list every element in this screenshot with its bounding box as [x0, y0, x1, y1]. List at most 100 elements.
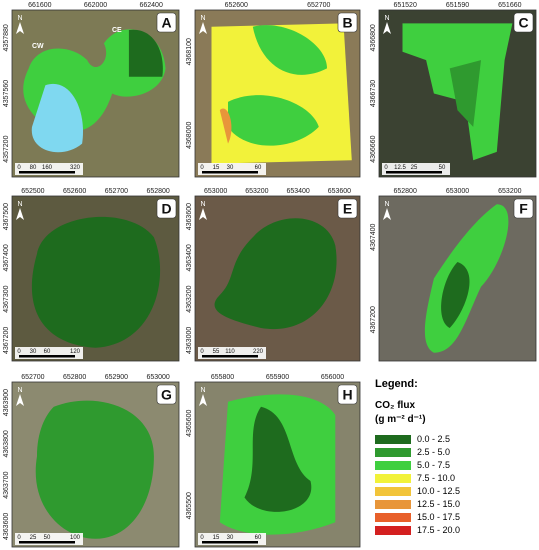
legend-label: 12.5 - 15.0: [417, 499, 461, 509]
scale-label: 25: [411, 165, 418, 171]
y-tick-label: 4357560: [3, 80, 10, 107]
scale-label: 0: [384, 165, 388, 171]
site-label: CW: [32, 43, 44, 50]
y-tick-label: 4367400: [3, 244, 10, 271]
legend-swatch: [375, 486, 411, 496]
legend-swatch: [375, 512, 411, 522]
legend-swatch: [375, 447, 411, 457]
x-tick-label: 651590: [446, 2, 469, 9]
scale-label: 50: [44, 535, 51, 541]
scale-label: 15: [213, 165, 220, 171]
scale-label: 110: [225, 349, 235, 355]
north-label: N: [17, 387, 22, 394]
y-tick-label: 4367200: [370, 306, 377, 333]
scale-label: 0: [200, 165, 204, 171]
y-tick-label: 4366660: [370, 135, 377, 162]
legend-swatch: [375, 499, 411, 509]
letter-badge: [156, 384, 177, 405]
map-panel: 652800 653000 653200 4367400 4367200 F N: [370, 188, 537, 362]
north-label: N: [200, 201, 205, 208]
x-tick-label: 653000: [204, 188, 227, 195]
scale-label: 15: [213, 535, 220, 541]
x-tick-label: 652800: [146, 188, 169, 195]
legend-label: 5.0 - 7.5: [417, 460, 451, 470]
scale-bar: [386, 171, 442, 174]
x-tick-label: 652700: [21, 374, 44, 381]
x-tick-label: 655800: [211, 374, 234, 381]
legend-row: 7.5 - 10.0: [375, 473, 455, 483]
scale-label: 55: [213, 349, 220, 355]
panel-letter: A: [161, 15, 171, 31]
y-tick-label: 4367300: [3, 285, 10, 312]
map-panel: 652700 652800 652900 653000 4363900 4363800 43…: [3, 374, 180, 548]
y-tick-label: 4363200: [186, 285, 193, 312]
map-panel: 652600 652700 4368100 4368000 B N 0 15 30 60: [186, 2, 361, 178]
letter-badge: [156, 198, 177, 219]
flux-zone: [219, 108, 232, 144]
flux-zone: [31, 83, 84, 153]
legend-label: 0.0 - 2.5: [417, 434, 451, 444]
scale-label: 50: [439, 165, 446, 171]
legend-row: 10.0 - 12.5: [375, 486, 460, 496]
y-tick-label: 4357200: [3, 135, 10, 162]
y-tick-label: 4363900: [3, 389, 10, 416]
scale-label: 80: [30, 165, 37, 171]
flux-zone: [35, 400, 154, 539]
scale-label: 160: [42, 165, 53, 171]
north-arrow: [199, 22, 207, 34]
north-arrow: [16, 208, 24, 220]
north-label: N: [17, 201, 22, 208]
scale-label: 120: [70, 349, 81, 355]
flux-zone: [228, 95, 319, 146]
y-tick-label: 4363000: [186, 327, 193, 354]
legend-heading: CO₂ flux: [375, 400, 415, 411]
flux-zone: [128, 29, 163, 77]
scale-label: 0: [200, 349, 204, 355]
north-label: N: [384, 15, 389, 22]
legend-row: 15.0 - 17.5: [375, 512, 460, 522]
x-tick-label: 652800: [393, 188, 416, 195]
y-tick-label: 4366730: [370, 80, 377, 107]
legend-row: 17.5 - 20.0: [375, 525, 460, 535]
x-tick-label: 653200: [245, 188, 268, 195]
x-tick-label: 651520: [393, 2, 416, 9]
y-tick-label: 4365600: [186, 410, 193, 437]
y-tick-label: 4363600: [3, 513, 10, 540]
legend-label: 10.0 - 12.5: [417, 486, 461, 496]
scale-label: 60: [255, 165, 262, 171]
scale-bar: [202, 171, 258, 174]
site-label: CE: [112, 27, 122, 34]
y-tick-label: 4366800: [370, 24, 377, 51]
letter-badge: [513, 12, 534, 33]
x-tick-label: 661600: [28, 2, 51, 9]
scale-bar: [19, 541, 75, 544]
y-tick-label: 4363400: [186, 244, 193, 271]
x-tick-label: 662000: [84, 2, 107, 9]
scale-label: 0: [17, 535, 21, 541]
legend-label: 15.0 - 17.5: [417, 512, 461, 522]
panel-letter: D: [161, 201, 171, 217]
x-tick-label: 653000: [446, 188, 469, 195]
map-panel: 652500 652600 652700 652800 4367500 4367400 43…: [3, 188, 180, 362]
north-arrow: [199, 208, 207, 220]
letter-badge: [337, 198, 358, 219]
north-arrow: [199, 394, 207, 406]
x-tick-label: 656000: [321, 374, 344, 381]
legend-swatch: [375, 460, 411, 470]
y-tick-label: 4368100: [186, 38, 193, 65]
x-tick-label: 652700: [105, 188, 128, 195]
x-tick-label: 655900: [266, 374, 289, 381]
panel-letter: H: [342, 387, 352, 403]
legend-row: 5.0 - 7.5: [375, 460, 450, 470]
scale-label: 320: [70, 165, 81, 171]
x-tick-label: 652500: [21, 188, 44, 195]
panel-letter: C: [518, 15, 528, 31]
x-tick-label: 652600: [63, 188, 86, 195]
y-tick-label: 4367500: [3, 203, 10, 230]
flux-zone: [31, 216, 161, 348]
scale-label: 60: [44, 349, 51, 355]
scale-bar: [19, 171, 75, 174]
scale-label: 0: [200, 535, 204, 541]
legend-swatch: [375, 473, 411, 483]
